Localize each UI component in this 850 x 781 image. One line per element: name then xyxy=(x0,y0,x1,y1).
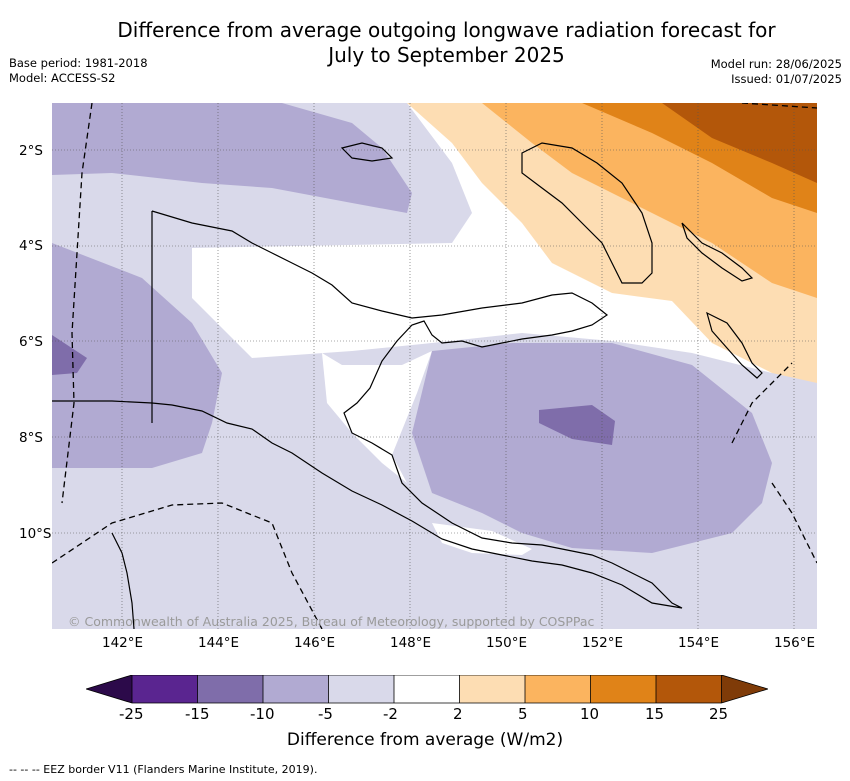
colorbar-label-neg25: -25 xyxy=(119,705,144,723)
map-panel xyxy=(52,103,817,629)
eez-east xyxy=(731,362,793,444)
eez-south xyxy=(52,502,323,629)
model-run: Model run: 28/06/2025 xyxy=(710,57,842,71)
copyright-notice: © Commonwealth of Australia 2025, Bureau… xyxy=(68,614,595,629)
colorbar-label-neg2: -2 xyxy=(383,705,398,723)
eez-borders xyxy=(52,103,817,629)
colorbar-label-25: 25 xyxy=(709,705,729,723)
new-guinea-coast xyxy=(52,210,683,609)
colorbar-label-neg5: -5 xyxy=(318,705,333,723)
meta-right: Model run: 28/06/2025 Issued: 01/07/2025 xyxy=(711,57,842,87)
chart-title: Difference from average outgoing longwav… xyxy=(0,18,850,68)
colorbar-segment-6 xyxy=(459,675,525,703)
colorbar-label-15: 15 xyxy=(645,705,665,723)
eez-northeast xyxy=(741,103,817,109)
lat-tick-8s: 8°S xyxy=(19,430,43,446)
lat-tick-2s: 2°S xyxy=(19,143,43,159)
colorbar-label-neg15: -15 xyxy=(185,705,210,723)
base-period: Base period: 1981-2018 xyxy=(9,56,148,70)
title-line-1: Difference from average outgoing longwav… xyxy=(117,18,776,42)
australia-coast xyxy=(111,532,135,629)
low-olr-zone-northwest xyxy=(52,103,412,213)
lon-tick-152e: 152°E xyxy=(582,635,624,651)
lon-tick-150e: 150°E xyxy=(486,635,528,651)
lon-tick-156e: 156°E xyxy=(774,635,816,651)
coastlines xyxy=(52,142,763,629)
strong-low-zone-east xyxy=(539,405,615,445)
lat-tick-10s: 10°S xyxy=(19,526,52,542)
lon-tick-148e: 148°E xyxy=(390,635,432,651)
lon-tick-144e: 144°E xyxy=(198,635,240,651)
colorbar-label-2: 2 xyxy=(453,705,463,723)
neutral-zone-png xyxy=(322,351,432,483)
colorbar-segment-3 xyxy=(263,675,329,703)
colorbar-segment-4 xyxy=(328,675,394,703)
colorbar-arrow-right xyxy=(721,675,768,703)
eez-north xyxy=(61,103,93,504)
high-olr-zone-25 xyxy=(662,103,817,183)
manus-coast xyxy=(340,142,394,162)
eez-footnote: -- -- -- EEZ border V11 (Flanders Marine… xyxy=(9,763,318,776)
map-svg xyxy=(52,103,817,629)
title-line-2: July to September 2025 xyxy=(328,43,565,67)
lon-tick-154e: 154°E xyxy=(678,635,720,651)
colorbar-label-5: 5 xyxy=(518,705,528,723)
bougainville-coast xyxy=(706,311,763,379)
low-olr-zone-west xyxy=(52,243,222,468)
colorbar-arrow-left xyxy=(86,675,132,703)
lat-tick-6s: 6°S xyxy=(19,334,43,350)
colorbar-segment-8 xyxy=(590,675,656,703)
colorbar-segment-1 xyxy=(132,675,198,703)
colorbar-segment-9 xyxy=(656,675,722,703)
issued-date: Issued: 01/07/2025 xyxy=(731,72,842,86)
gridlines xyxy=(52,103,817,629)
strong-low-zone-west xyxy=(52,335,87,375)
colorbar-title: Difference from average (W/m2) xyxy=(286,730,564,750)
low-olr-zone-central xyxy=(412,343,772,553)
colorbar-label-neg10: -10 xyxy=(250,705,275,723)
eez-southeast xyxy=(771,482,817,564)
colorbar-label-10: 10 xyxy=(580,705,600,723)
lon-tick-142e: 142°E xyxy=(102,635,144,651)
colorbar-segment-7 xyxy=(525,675,591,703)
colorbar xyxy=(86,675,768,704)
lon-tick-146e: 146°E xyxy=(294,635,336,651)
new-britain-coast xyxy=(521,142,653,284)
new-ireland-coast xyxy=(681,222,754,282)
colorbar-dividers xyxy=(131,675,722,703)
meta-left: Base period: 1981-2018 Model: ACCESS-S2 xyxy=(9,56,148,86)
neutral-zone-south xyxy=(432,523,532,555)
colorbar-segment-5 xyxy=(394,675,460,703)
model-name: Model: ACCESS-S2 xyxy=(9,71,116,85)
colorbar-segment-2 xyxy=(197,675,263,703)
lat-tick-4s: 4°S xyxy=(19,238,43,254)
